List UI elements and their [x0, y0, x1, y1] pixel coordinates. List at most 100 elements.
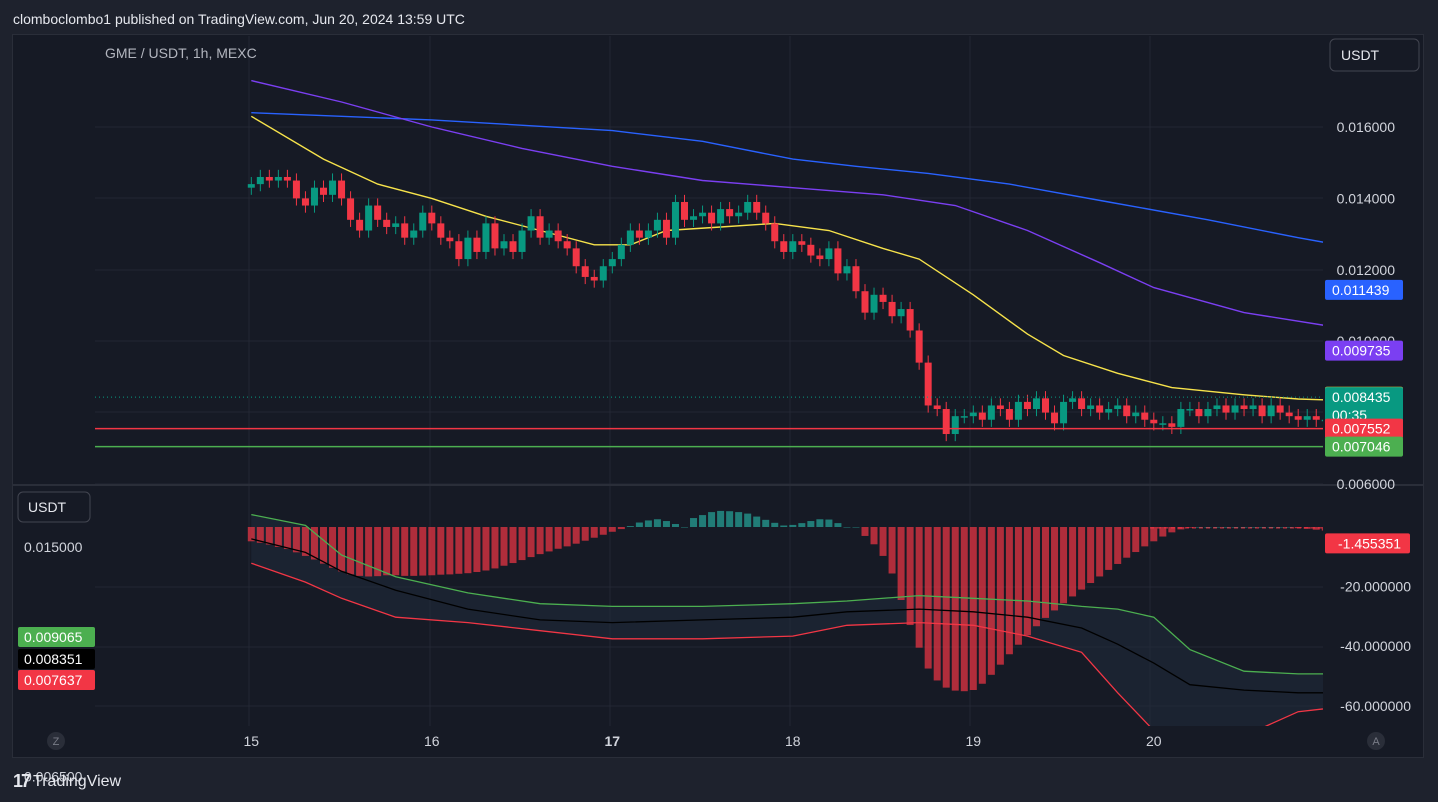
histogram-bar: [247, 527, 255, 542]
histogram-bar: [437, 527, 445, 575]
histogram-bar: [1321, 527, 1323, 531]
candle-body: [951, 416, 959, 435]
candle-body: [924, 362, 932, 406]
candle-body: [1014, 401, 1022, 420]
x-tick-label: 19: [966, 733, 982, 749]
indicator-right-tick: -60.000000: [1340, 698, 1411, 714]
histogram-bar: [473, 527, 481, 572]
candle-body: [446, 237, 454, 242]
indicator-currency-button[interactable]: USDT: [17, 491, 91, 523]
histogram-bar: [1240, 527, 1248, 528]
histogram-bar: [301, 527, 309, 556]
histogram-bar: [1023, 527, 1031, 636]
candle-body: [1141, 412, 1149, 420]
indicator-left-label-text: 0.009065: [24, 629, 83, 645]
histogram-bar: [554, 527, 562, 549]
histogram-bar: [617, 527, 625, 530]
candle-body: [518, 230, 526, 252]
candle-body: [1150, 419, 1158, 424]
price-label-text: 0.008435: [1332, 389, 1391, 405]
candle-body: [915, 330, 923, 363]
histogram-bar: [338, 527, 346, 572]
histogram-bar: [699, 515, 707, 527]
footer-brand: 17 TradingView: [13, 771, 121, 792]
candle-body: [509, 241, 517, 252]
axis-labels: 15 16 17 18 19 20 0.016000 0.014000 0.012000 0.01…: [18, 119, 1411, 785]
histogram-bar: [1231, 527, 1239, 528]
footer-brand-label: TradingView: [33, 772, 122, 790]
candle-body: [310, 187, 318, 206]
candle-body: [1051, 412, 1059, 424]
price-label-text: 0.007552: [1332, 421, 1391, 437]
candle-body: [933, 405, 941, 410]
zoom-left-button[interactable]: Z: [47, 732, 65, 750]
currency-button-label: USDT: [1341, 47, 1380, 63]
candle-body: [699, 212, 707, 217]
histogram-bar: [915, 527, 923, 648]
auto-scale-button[interactable]: A: [1367, 732, 1385, 750]
histogram-bar: [310, 527, 318, 560]
x-tick-label: 20: [1146, 733, 1162, 749]
histogram-bar: [428, 527, 436, 576]
currency-button[interactable]: USDT: [1329, 38, 1420, 72]
candle-body: [274, 176, 282, 181]
histogram-bar: [590, 527, 598, 538]
candle-body: [599, 266, 607, 281]
candle-body: [527, 216, 535, 231]
histogram-bar: [1096, 527, 1104, 577]
candle-body: [338, 180, 346, 199]
price-label: [1325, 387, 1403, 426]
histogram-bar: [392, 527, 400, 576]
histogram-bar: [365, 527, 373, 577]
candle-body: [617, 244, 625, 260]
y-tick-label: 0.016000: [1337, 119, 1396, 135]
candle-body: [1114, 405, 1122, 410]
candle-body: [626, 230, 634, 245]
price-label: [1325, 279, 1403, 300]
band-fill: [251, 514, 1323, 726]
histogram-bar: [987, 527, 995, 675]
candle-body: [780, 241, 788, 252]
histogram-bar: [572, 527, 580, 544]
histogram-bar: [491, 527, 499, 569]
candle-body: [879, 294, 887, 302]
histogram-bar: [509, 527, 517, 564]
histogram-bar: [527, 527, 535, 558]
indicator-right-label: [1325, 533, 1410, 554]
price-label-text: 0.011439: [1332, 282, 1390, 298]
price-label: [1325, 436, 1403, 457]
histogram-bar: [690, 518, 698, 527]
histogram-bar: [807, 521, 815, 527]
candle-body: [1078, 398, 1086, 410]
indicator-left-label: [18, 649, 95, 669]
histogram-bar: [320, 527, 327, 564]
candle-body: [247, 184, 255, 188]
candle-body: [1312, 416, 1320, 420]
histogram-bar: [1087, 527, 1095, 584]
histogram-bar: [383, 527, 391, 576]
candle-body: [1069, 398, 1077, 402]
y-tick-label: 0.012000: [1337, 262, 1396, 278]
histogram-bar: [671, 524, 679, 527]
candle-body: [735, 212, 743, 217]
histogram-bar: [1331, 527, 1338, 531]
candle-body: [1168, 423, 1176, 427]
histogram-bar: [1222, 527, 1230, 528]
candle-body: [1213, 405, 1221, 410]
histogram-bar: [626, 526, 634, 527]
histogram-bar: [274, 527, 282, 547]
price-label-text: 0.007046: [1332, 439, 1391, 455]
candle-body: [671, 201, 679, 238]
candle-body: [491, 223, 499, 249]
candle-body: [572, 248, 580, 267]
indicator-left-tick: 0.015000: [24, 539, 83, 555]
candle-body: [1249, 405, 1257, 410]
candle-body: [329, 180, 337, 195]
histogram-bar: [1285, 527, 1293, 528]
histogram-bar: [1258, 527, 1266, 528]
histogram-bar: [861, 527, 869, 536]
histogram-bar: [581, 527, 589, 541]
histogram-bar: [1159, 527, 1167, 537]
candle-body: [1123, 405, 1131, 417]
